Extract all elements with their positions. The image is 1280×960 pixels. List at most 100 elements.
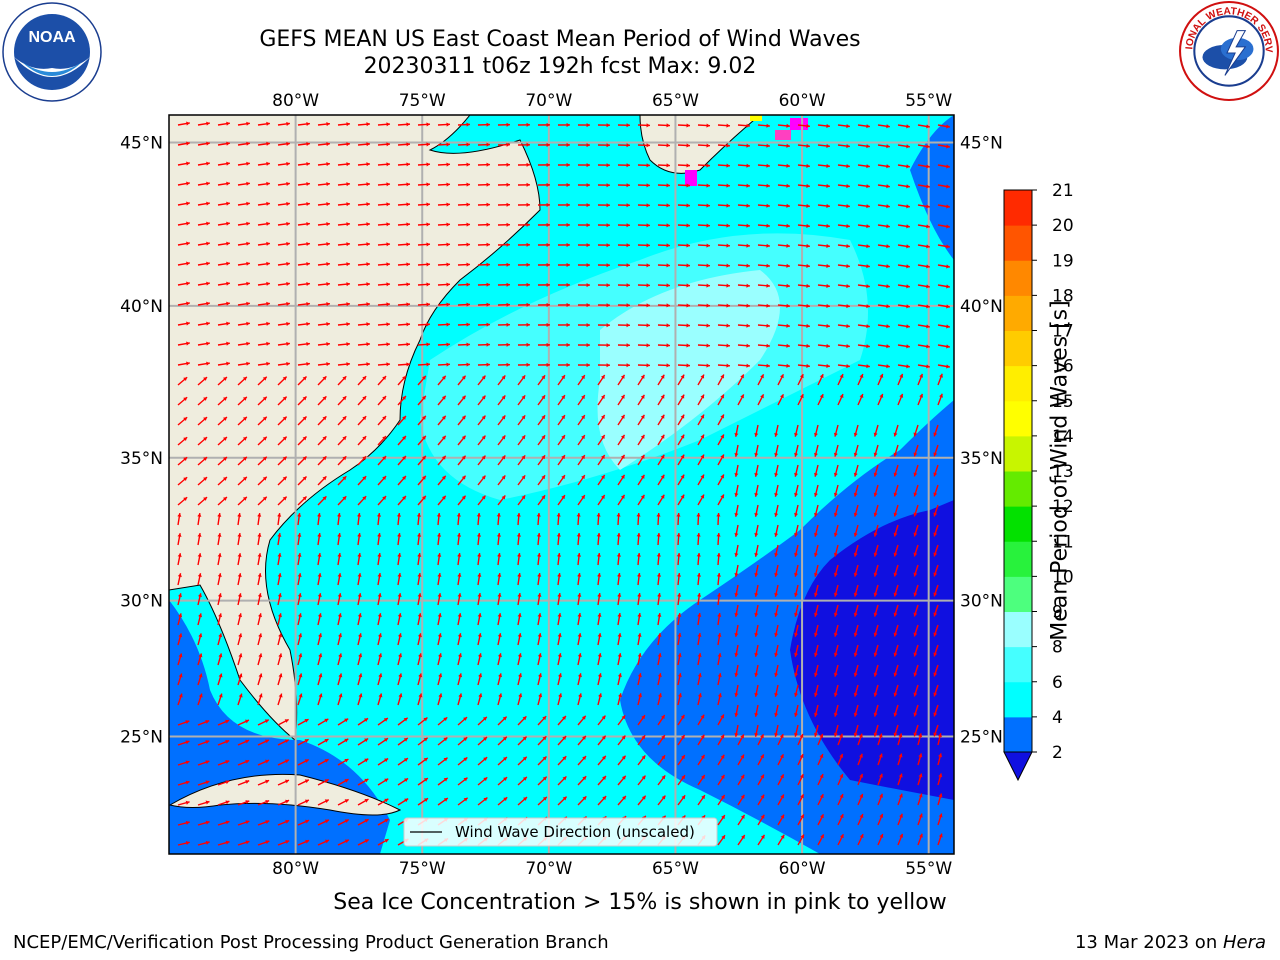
wave-direction-arrow <box>477 455 486 466</box>
wave-direction-arrow <box>217 719 230 726</box>
wave-direction-arrow <box>177 181 190 186</box>
wave-direction-arrow <box>737 263 751 268</box>
wave-direction-arrow <box>677 163 691 168</box>
wave-direction-arrow <box>774 604 779 617</box>
wave-direction-arrow <box>777 323 791 328</box>
wave-direction-arrow <box>757 754 765 766</box>
wave-direction-arrow <box>217 121 230 126</box>
noaa-logo: NOAA <box>2 2 102 102</box>
wave-direction-arrow <box>377 717 389 726</box>
sea-ice-note: Sea Ice Concentration > 15% is shown in … <box>333 890 947 915</box>
wave-direction-arrow <box>277 361 290 366</box>
wave-direction-arrow <box>497 282 511 287</box>
wave-direction-arrow <box>357 613 362 626</box>
wave-direction-arrow <box>897 304 910 309</box>
colorbar-segment <box>1004 400 1032 437</box>
wave-direction-arrow <box>813 444 819 457</box>
wave-direction-arrow <box>737 734 745 746</box>
wave-direction-arrow <box>497 142 511 147</box>
wave-direction-arrow <box>437 475 447 486</box>
wave-direction-arrow <box>237 593 242 606</box>
wave-direction-arrow <box>357 302 371 307</box>
wave-direction-arrow <box>813 584 819 597</box>
wave-direction-arrow <box>297 456 307 466</box>
wave-direction-arrow <box>913 604 919 617</box>
wave-direction-arrow <box>197 673 203 686</box>
wave-direction-arrow <box>357 222 371 227</box>
wave-direction-arrow <box>597 735 607 746</box>
wave-direction-arrow <box>197 161 210 166</box>
wave-direction-arrow <box>517 494 526 506</box>
wave-direction-arrow <box>357 737 369 746</box>
wave-direction-arrow <box>437 533 442 546</box>
wave-direction-arrow <box>677 794 686 806</box>
wave-direction-arrow <box>717 774 726 786</box>
wave-direction-arrow <box>913 684 919 697</box>
wave-direction-arrow <box>737 183 751 188</box>
wave-direction-arrow <box>437 342 451 347</box>
wave-direction-arrow <box>337 375 347 386</box>
wave-direction-arrow <box>637 434 645 446</box>
wave-direction-arrow <box>476 533 482 546</box>
wave-direction-arrow <box>437 375 447 386</box>
wave-direction-arrow <box>717 613 722 626</box>
wave-direction-arrow <box>437 573 442 586</box>
wave-direction-arrow <box>794 504 799 517</box>
wave-direction-arrow <box>794 704 799 717</box>
wave-direction-arrow <box>457 242 471 247</box>
wave-direction-arrow <box>417 553 422 566</box>
wave-direction-arrow <box>833 504 839 517</box>
wave-direction-arrow <box>877 733 883 746</box>
wave-direction-arrow <box>237 573 242 586</box>
wave-direction-arrow <box>853 444 859 457</box>
wave-direction-arrow <box>337 533 342 546</box>
wave-direction-arrow <box>697 374 705 386</box>
wave-direction-arrow <box>197 820 210 826</box>
sea-ice-patch <box>775 130 791 140</box>
wave-direction-arrow <box>557 755 567 766</box>
wave-direction-arrow <box>777 243 791 248</box>
wave-direction-arrow <box>754 664 759 677</box>
wave-direction-arrow <box>277 653 283 666</box>
wave-direction-arrow <box>397 395 407 406</box>
wave-direction-arrow <box>457 435 467 446</box>
wave-direction-arrow <box>217 513 222 526</box>
wave-direction-arrow <box>337 778 349 786</box>
wave-direction-arrow <box>477 262 491 267</box>
wave-direction-arrow <box>837 364 850 369</box>
wave-direction-arrow <box>817 393 824 406</box>
wave-direction-arrow <box>577 454 586 466</box>
wave-direction-arrow <box>397 633 402 646</box>
wave-direction-arrow <box>897 264 910 269</box>
wave-direction-arrow <box>177 201 190 206</box>
wave-direction-arrow <box>457 142 471 147</box>
wave-direction-arrow <box>257 496 268 506</box>
wave-direction-arrow <box>757 303 771 308</box>
wave-direction-arrow <box>177 221 190 226</box>
wave-direction-arrow <box>416 512 421 526</box>
wave-direction-arrow <box>717 143 731 148</box>
wave-direction-arrow <box>317 282 331 287</box>
wave-direction-arrow <box>497 435 506 446</box>
wave-direction-arrow <box>417 653 423 666</box>
wave-direction-arrow <box>617 394 626 406</box>
wave-direction-arrow <box>617 303 631 308</box>
wave-direction-arrow <box>457 736 468 746</box>
colorbar-tick-label: 18 <box>1052 286 1074 306</box>
wave-direction-arrow <box>597 203 611 208</box>
wave-direction-arrow <box>897 793 903 806</box>
wave-direction-arrow <box>677 303 691 308</box>
wave-direction-arrow <box>397 798 409 806</box>
wave-direction-arrow <box>457 182 471 187</box>
wave-direction-arrow <box>497 693 503 706</box>
lon-tick-label-bottom: 55°W <box>905 859 952 879</box>
wave-direction-arrow <box>657 774 666 786</box>
wave-direction-arrow <box>597 693 603 706</box>
wave-direction-arrow <box>377 737 389 746</box>
wave-direction-arrow <box>537 182 551 187</box>
wave-direction-arrow <box>734 504 739 517</box>
wave-direction-arrow <box>657 714 666 726</box>
wave-direction-arrow <box>734 664 739 677</box>
wave-direction-arrow <box>457 495 467 506</box>
wave-direction-arrow <box>457 395 467 406</box>
